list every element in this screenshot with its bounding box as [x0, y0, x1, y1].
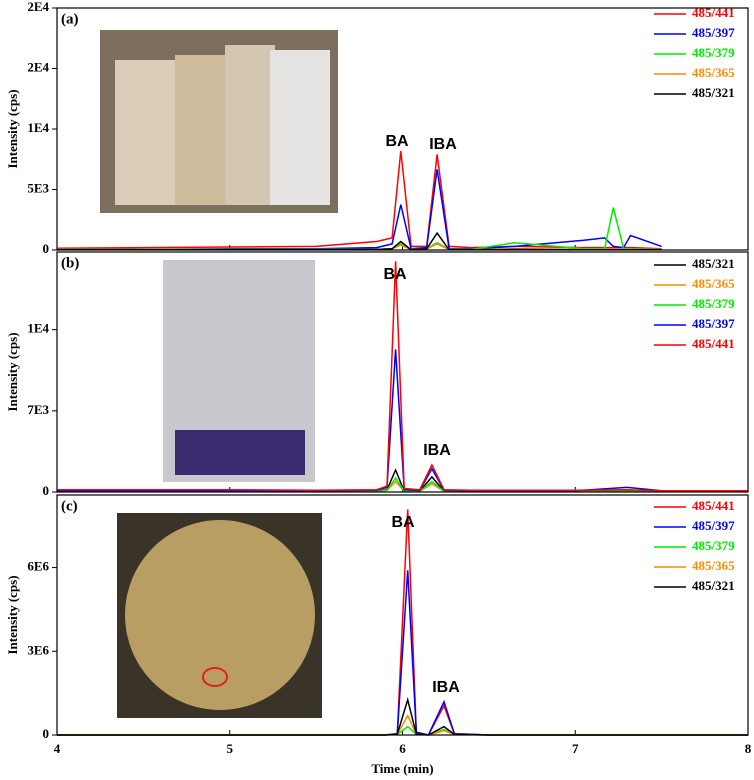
y-axis-label: Intensity (cps) [5, 575, 20, 654]
y-tick-label: 2E4 [27, 0, 49, 14]
series-line [57, 261, 748, 492]
y-axis-label: Intensity (cps) [5, 332, 20, 411]
plot-frame [56, 494, 749, 736]
panel-label: (c) [61, 498, 78, 514]
photo-liquid [175, 430, 305, 475]
x-tick-label: 5 [227, 741, 234, 756]
y-tick-label: 0 [43, 241, 50, 256]
legend-label: 485/321 [692, 85, 735, 100]
y-tick-label: 1E4 [27, 321, 49, 336]
y-tick-label: 7E3 [27, 402, 49, 417]
legend-label: 485/397 [692, 518, 735, 533]
legend-label: 485/365 [692, 276, 735, 291]
series-line [57, 349, 749, 493]
y-tick-label: 0 [43, 726, 50, 741]
y-tick-label: 1E4 [27, 120, 49, 135]
x-tick-label: 6 [399, 741, 406, 756]
photo-bag [225, 45, 275, 205]
x-axis-label: Time (min) [371, 761, 433, 776]
legend-label: 485/379 [692, 296, 735, 311]
legend-label: 485/397 [692, 25, 735, 40]
y-tick-label: 2E4 [27, 59, 49, 74]
annotation: IBA [429, 136, 457, 153]
panel-label: (a) [61, 11, 79, 27]
photo-bag [115, 60, 175, 205]
photo-bag [270, 50, 330, 205]
annotation: IBA [432, 679, 460, 696]
legend-label: 485/441 [692, 336, 735, 351]
legend-label: 485/379 [692, 538, 735, 553]
legend-label: 485/441 [692, 498, 735, 513]
series-line [56, 151, 662, 250]
y-tick-label: 0 [43, 483, 50, 498]
legend-label: 485/441 [692, 5, 735, 20]
legend-label: 485/365 [692, 65, 735, 80]
photo-bag [175, 55, 230, 205]
legend-label: 485/365 [692, 558, 735, 573]
annotation: BA [383, 266, 407, 283]
x-tick-label: 8 [745, 741, 752, 756]
x-tick-label: 4 [54, 741, 61, 756]
y-tick-label: 5E3 [27, 180, 49, 195]
photo-dish [125, 520, 315, 710]
panel-label: (b) [61, 255, 79, 271]
annotation: BA [385, 133, 409, 150]
annotation: IBA [423, 442, 451, 459]
y-tick-label: 6E6 [27, 559, 49, 574]
x-tick-label: 7 [572, 741, 579, 756]
legend-label: 485/379 [692, 45, 735, 60]
plot-frame [56, 251, 749, 493]
legend-label: 485/397 [692, 316, 735, 331]
y-axis-label: Intensity (cps) [5, 89, 20, 168]
annotation: BA [391, 514, 415, 531]
photo-mark [202, 667, 228, 687]
legend-label: 485/321 [692, 578, 735, 593]
legend-label: 485/321 [692, 256, 735, 271]
y-tick-label: 3E6 [27, 642, 49, 657]
plot-frame [56, 7, 749, 251]
